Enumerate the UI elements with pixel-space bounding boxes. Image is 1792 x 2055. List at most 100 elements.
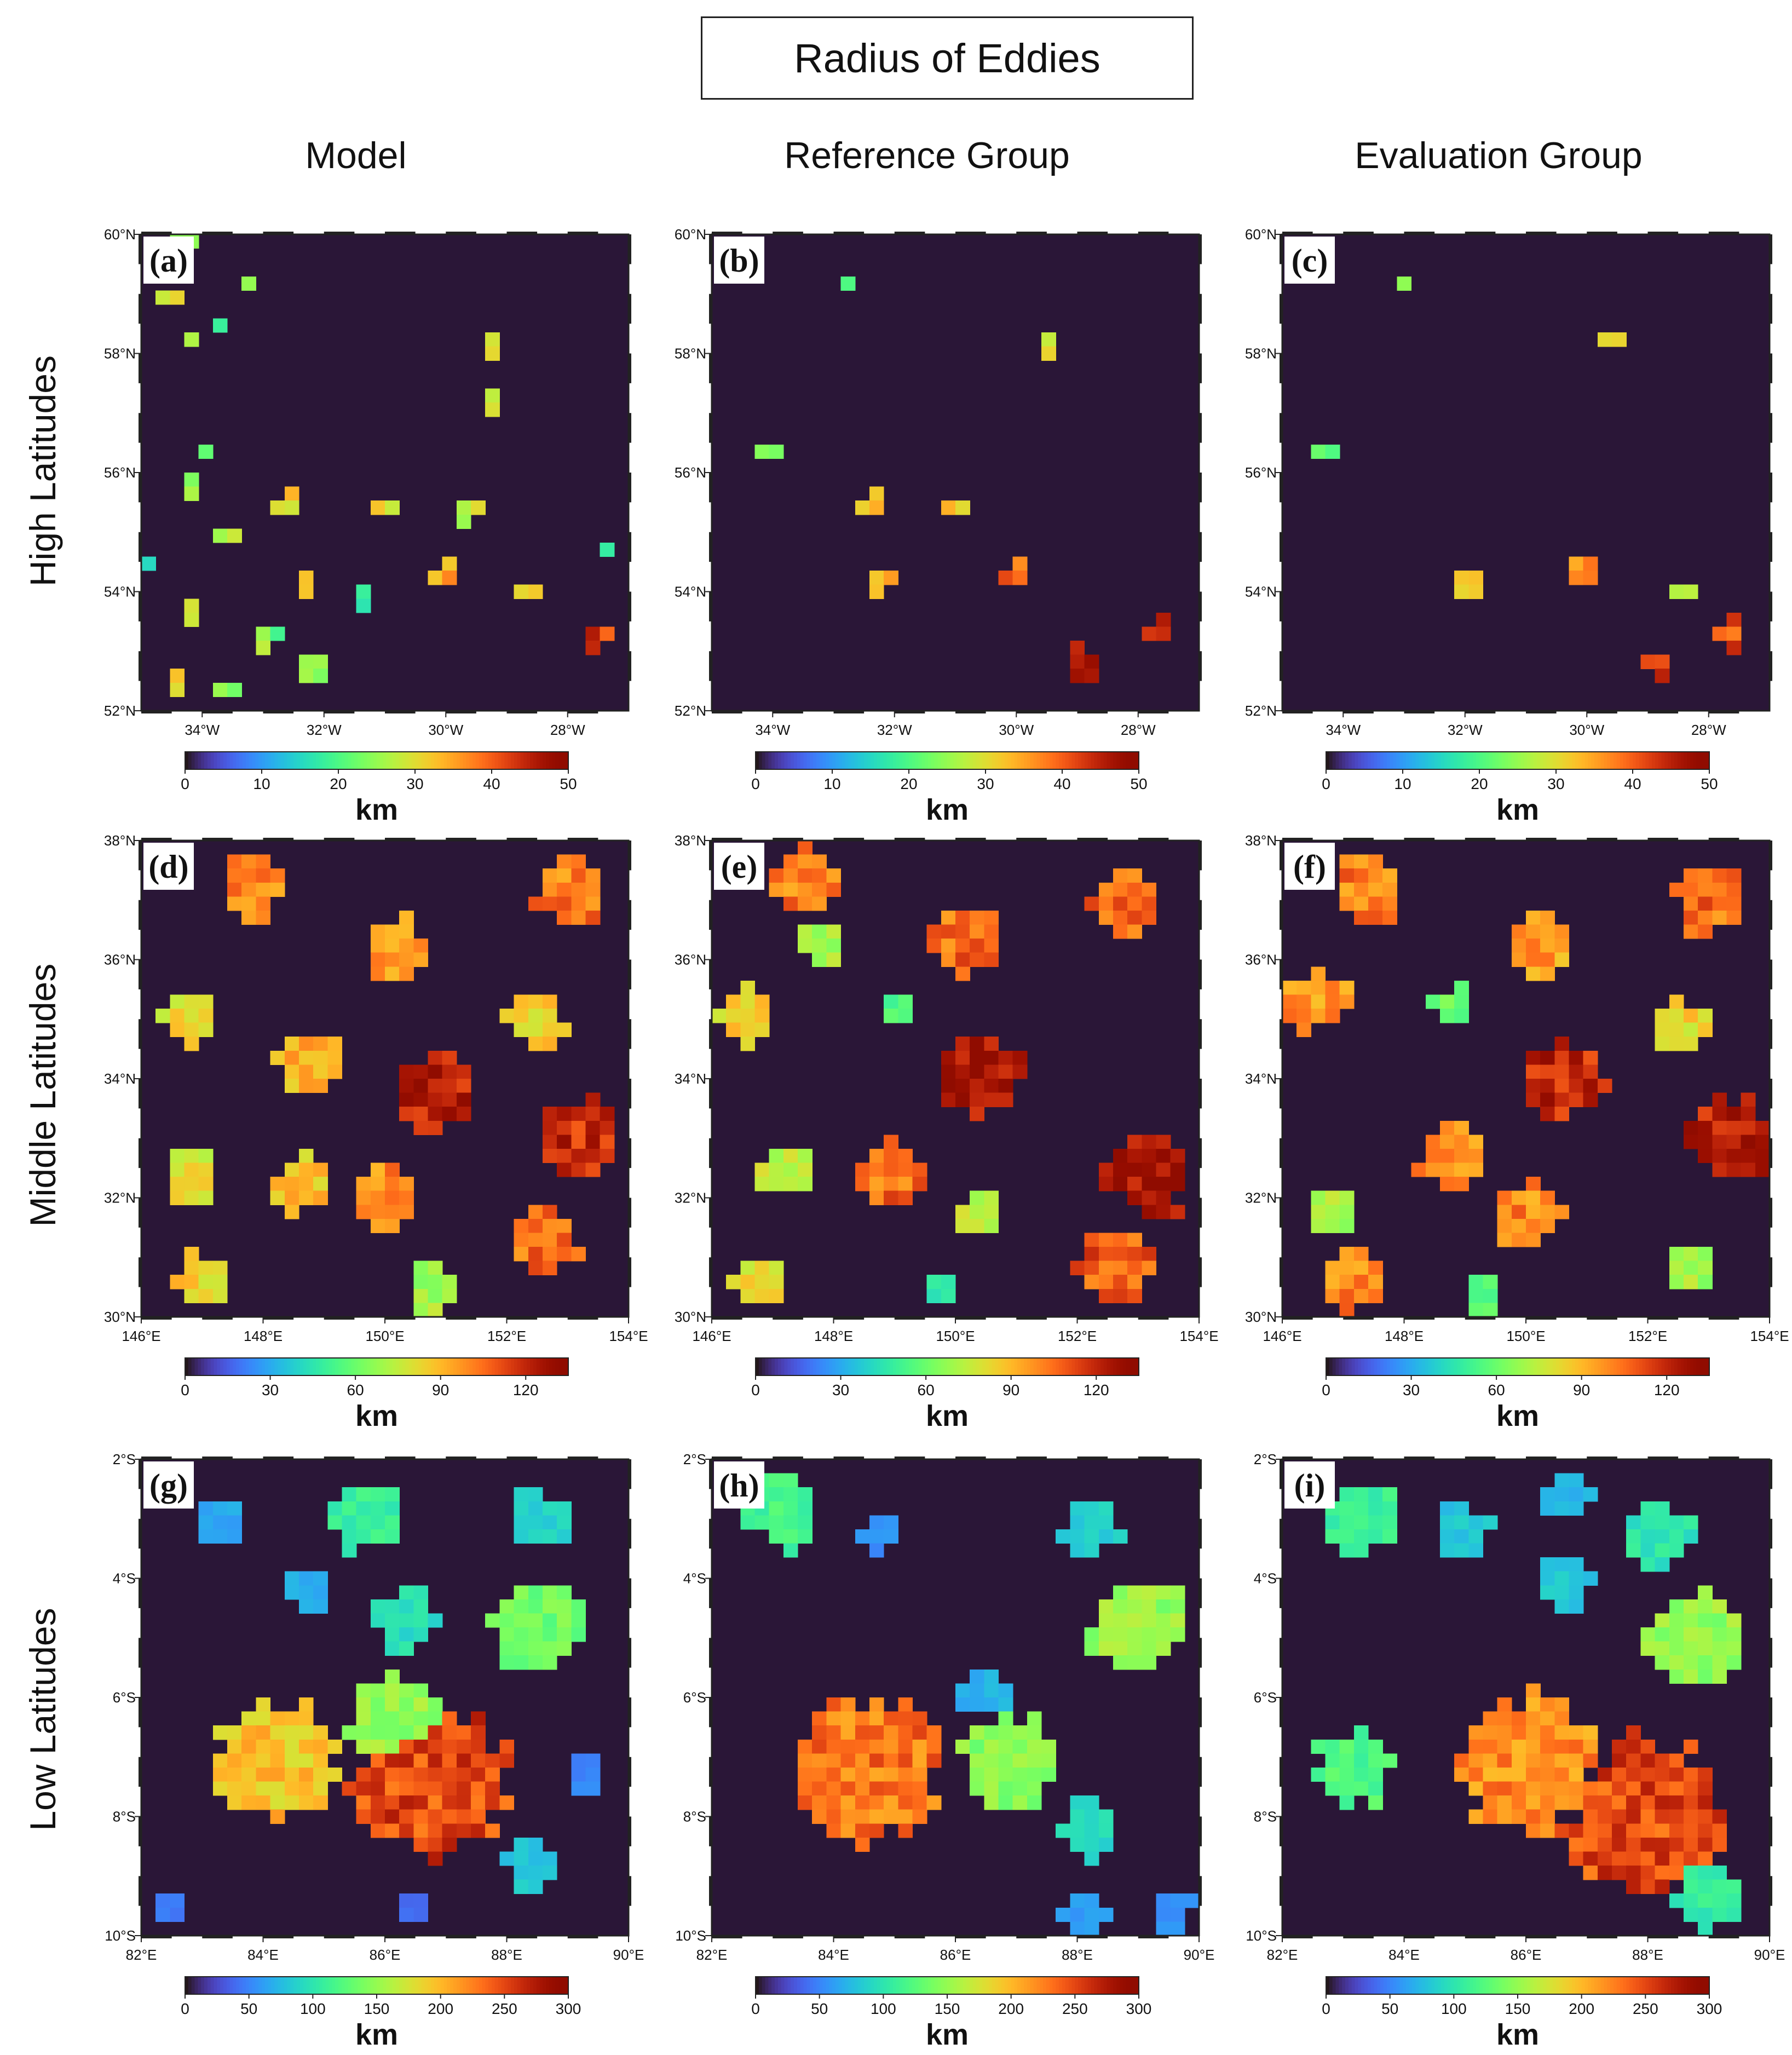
eddy-cell bbox=[184, 1247, 199, 1262]
eddy-cell bbox=[1698, 1585, 1713, 1600]
eddy-cell bbox=[298, 1177, 314, 1191]
colorbar-segment bbox=[915, 752, 919, 769]
eddy-cell bbox=[542, 1247, 557, 1262]
eddy-cell bbox=[514, 1851, 529, 1866]
y-tick-label: 32°N bbox=[104, 1190, 136, 1206]
eddy-cell bbox=[898, 1725, 913, 1740]
eddy-cell bbox=[1339, 1739, 1355, 1754]
eddy-cell bbox=[256, 641, 271, 655]
colorbar-segment bbox=[972, 1358, 977, 1375]
eddy-cell bbox=[1113, 1655, 1128, 1670]
eddy-cell bbox=[385, 1599, 400, 1614]
eddy-cell bbox=[528, 1879, 543, 1894]
eddy-cell bbox=[313, 1795, 328, 1810]
colorbar-segment bbox=[309, 1977, 314, 1994]
frame-tick bbox=[1404, 711, 1435, 713]
eddy-cell bbox=[1127, 1655, 1142, 1670]
eddy-cell bbox=[485, 388, 500, 403]
eddy-cell bbox=[1712, 1641, 1727, 1656]
eddy-cell bbox=[970, 1064, 984, 1079]
eddy-cell bbox=[1655, 1641, 1670, 1656]
eddy-cell bbox=[1655, 1501, 1670, 1516]
colorbar-segment bbox=[1511, 1977, 1515, 1994]
eddy-cell bbox=[571, 1627, 586, 1642]
eddy-cell bbox=[298, 1725, 314, 1740]
eddy-cell bbox=[1511, 1218, 1526, 1234]
eddy-cell bbox=[313, 1079, 328, 1093]
eddy-cell bbox=[198, 1288, 214, 1304]
eddy-cell bbox=[1468, 1753, 1484, 1768]
eddy-cell bbox=[1454, 1009, 1469, 1023]
colorbar-label: km bbox=[355, 793, 398, 826]
colorbar-segment bbox=[1358, 752, 1362, 769]
frame-tick bbox=[1708, 1936, 1739, 1938]
frame-tick bbox=[1077, 838, 1108, 841]
colorbar-segment bbox=[810, 752, 814, 769]
colorbar-segment bbox=[402, 1358, 406, 1375]
eddy-cell bbox=[370, 1739, 385, 1754]
eddy-cell bbox=[557, 882, 572, 897]
eddy-cell bbox=[769, 1473, 784, 1488]
eddy-cell bbox=[1098, 1837, 1114, 1852]
colorbar-segment bbox=[325, 1977, 330, 1994]
eddy-cell bbox=[1655, 1823, 1670, 1838]
frame-tick bbox=[139, 413, 141, 443]
colorbar-segment bbox=[1696, 1358, 1701, 1375]
colorbar-segment bbox=[1075, 752, 1079, 769]
colorbar-segment bbox=[421, 1358, 425, 1375]
frame-tick bbox=[1770, 1518, 1772, 1549]
eddy-cell bbox=[740, 1037, 756, 1051]
colorbar-segment bbox=[428, 1977, 431, 1994]
colorbar-segment bbox=[360, 752, 365, 769]
colorbar-segment bbox=[1633, 1977, 1637, 1994]
colorbar-segment bbox=[1348, 1358, 1352, 1375]
eddy-cell bbox=[184, 1009, 199, 1023]
eddy-cell bbox=[1669, 882, 1684, 897]
eddy-cell bbox=[1683, 1247, 1698, 1262]
eddy-cell bbox=[442, 1809, 457, 1824]
colorbar-segment bbox=[1492, 1977, 1496, 1994]
eddy-cell bbox=[413, 1837, 429, 1852]
eddy-cell bbox=[557, 1162, 572, 1177]
colorbar-segment bbox=[1460, 752, 1464, 769]
colorbar-segment bbox=[1540, 752, 1544, 769]
eddy-cell bbox=[812, 1781, 827, 1796]
colorbar-segment bbox=[1520, 752, 1525, 769]
eddy-cell bbox=[769, 1148, 784, 1164]
colorbar-segment bbox=[1463, 1358, 1467, 1375]
colorbar-segment bbox=[546, 1358, 550, 1375]
colorbar-segment bbox=[1403, 752, 1407, 769]
eddy-cell bbox=[1712, 1809, 1727, 1824]
frame-tick bbox=[139, 1079, 141, 1109]
colorbar-segment bbox=[1380, 1977, 1384, 1994]
eddy-cell bbox=[212, 1501, 228, 1516]
frame-tick bbox=[1199, 651, 1202, 681]
eddy-cell bbox=[399, 1064, 414, 1079]
eddy-cell bbox=[442, 1275, 457, 1290]
column-header-evaluation-group: Evaluation Group bbox=[1355, 135, 1643, 176]
colorbar-segment bbox=[201, 1977, 205, 1994]
colorbar-segment bbox=[418, 1977, 422, 1994]
colorbar-segment bbox=[354, 1358, 358, 1375]
colorbar-segment bbox=[434, 1358, 438, 1375]
colorbar-segment bbox=[450, 1358, 454, 1375]
frame-tick bbox=[709, 1459, 712, 1489]
eddy-cell bbox=[298, 1148, 314, 1164]
eddy-cell bbox=[984, 1669, 999, 1684]
colorbar-segment bbox=[264, 1358, 269, 1375]
colorbar-segment bbox=[399, 752, 403, 769]
colorbar-segment bbox=[1326, 752, 1330, 769]
eddy-cell bbox=[1755, 1148, 1770, 1164]
eddy-cell bbox=[1726, 1162, 1742, 1177]
eddy-cell bbox=[342, 1781, 357, 1796]
colorbar-segment bbox=[1476, 752, 1480, 769]
colorbar-segment bbox=[214, 1358, 218, 1375]
frame-tick bbox=[955, 838, 986, 841]
eddy-cell bbox=[356, 1683, 371, 1698]
eddy-cell bbox=[227, 1795, 242, 1810]
colorbar-segment bbox=[1348, 752, 1352, 769]
eddy-cell bbox=[1439, 1120, 1455, 1135]
colorbar-segment bbox=[880, 752, 884, 769]
frame-tick bbox=[202, 232, 233, 234]
colorbar-segment bbox=[1419, 1977, 1422, 1994]
